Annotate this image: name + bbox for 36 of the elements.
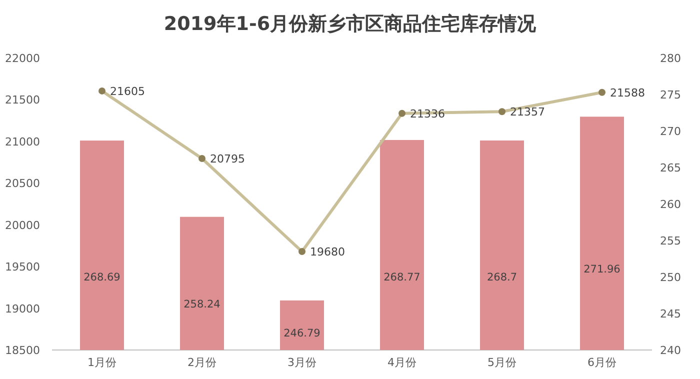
y-tick-label: 18500: [5, 344, 40, 357]
data-label: 21588: [610, 86, 645, 100]
data-label: 21336: [410, 107, 445, 120]
y2-tick-label: 280: [660, 52, 681, 65]
x-tick-label: 5月份: [488, 356, 516, 369]
data-label: 21357: [510, 106, 545, 119]
data-label: 19680: [310, 246, 345, 259]
data-label: 271.96: [584, 263, 621, 276]
data-label: 268.7: [486, 272, 518, 284]
chart-title: 2019年1-6月份新乡市区商品住宅库存情况: [164, 13, 538, 35]
x-tick-label: 4月份: [388, 356, 416, 369]
x-tick-label: 3月份: [288, 356, 316, 369]
y2-tick-label: 250: [660, 271, 681, 284]
data-label: 268.69: [84, 272, 120, 284]
y-tick-label: 20500: [5, 177, 40, 190]
data-label: 258.24: [184, 298, 221, 310]
y2-tick-label: 260: [660, 198, 681, 211]
x-tick-label: 1月份: [88, 356, 116, 369]
y-tick-label: 20000: [5, 218, 40, 232]
y-tick-label: 19000: [5, 302, 40, 316]
y2-tick-label: 240: [660, 344, 681, 357]
x-tick-label: 6月份: [588, 356, 616, 369]
y2-tick-label: 275: [660, 88, 681, 102]
data-label: 246.79: [284, 328, 320, 340]
data-label: 268.77: [384, 271, 420, 284]
x-tick-label: 2月份: [188, 356, 216, 369]
y-tick-label: 22000: [5, 52, 40, 65]
y-tick-label: 19500: [5, 260, 40, 274]
y2-tick-label: 255: [660, 234, 681, 248]
y2-tick-label: 265: [660, 162, 681, 174]
y-tick-label: 21500: [5, 94, 40, 107]
y-tick-label: 21000: [5, 135, 40, 148]
data-label: 21605: [110, 84, 145, 98]
data-label: 20795: [210, 152, 245, 166]
y2-tick-label: 245: [660, 308, 681, 320]
y2-tick-label: 270: [660, 125, 681, 138]
